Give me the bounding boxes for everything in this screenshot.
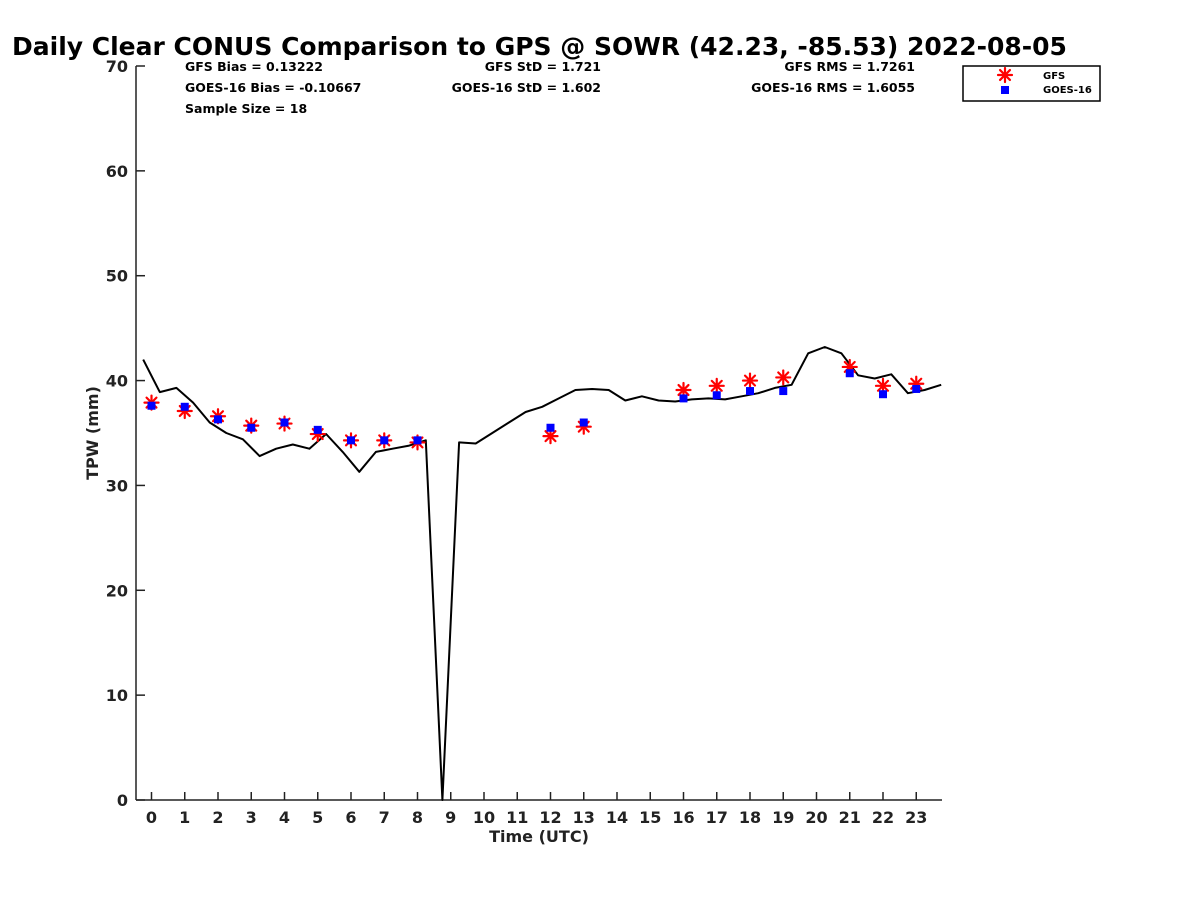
goes-point <box>247 423 256 432</box>
y-tick-label: 40 <box>106 372 128 391</box>
goes-point <box>546 423 555 432</box>
gfs-point <box>775 369 792 386</box>
x-tick-label: 5 <box>312 808 323 827</box>
legend-box <box>962 65 1101 102</box>
legend-goes-marker <box>1001 86 1009 94</box>
goes-point <box>579 418 588 427</box>
gfs-point <box>708 377 725 394</box>
gfs-point <box>874 377 892 394</box>
goes-point <box>280 418 289 427</box>
chart-title: Daily Clear CONUS Comparison to GPS @ SO… <box>12 32 1067 61</box>
gfs-std-label: GFS StD = 1.721 <box>485 59 601 74</box>
x-tick-label: 4 <box>279 808 290 827</box>
x-tick-label: 11 <box>506 808 528 827</box>
legend: GFS GOES-16 <box>962 65 1101 102</box>
goes-point <box>879 390 887 399</box>
y-tick-label: 20 <box>106 581 128 600</box>
x-tick-label: 3 <box>246 808 257 827</box>
x-tick-label: 6 <box>345 808 356 827</box>
y-tick-label: 30 <box>106 476 128 495</box>
x-tick-label: 12 <box>539 808 561 827</box>
x-tick-label: 22 <box>872 808 894 827</box>
x-tick-label: 21 <box>839 808 861 827</box>
x-tick-label: 16 <box>672 808 694 827</box>
goes-point <box>147 401 156 410</box>
legend-gfs-star <box>996 66 1014 84</box>
y-tick-label: 70 <box>106 57 128 76</box>
legend-gfs-label: GFS <box>1043 71 1065 82</box>
goes-bias-label: GOES-16 Bias = -0.10667 <box>185 80 361 95</box>
gps-series <box>142 346 942 801</box>
goes-point <box>912 384 921 393</box>
x-tick-label: 0 <box>146 808 157 827</box>
x-tick-label: 17 <box>706 808 728 827</box>
goes-point <box>214 415 222 424</box>
goes-point <box>746 387 754 396</box>
goes-point <box>413 436 422 445</box>
stats-annotations: GFS Bias = 0.13222 GOES-16 Bias = -0.106… <box>185 59 915 116</box>
goes-point <box>779 387 788 396</box>
x-tick-label: 8 <box>412 808 423 827</box>
goes-point <box>180 402 189 411</box>
y-tick-label: 0 <box>117 791 128 810</box>
y-tick-label: 60 <box>106 162 128 181</box>
x-tick-label: 19 <box>772 808 794 827</box>
goes-point <box>845 369 854 378</box>
goes-point <box>347 436 355 445</box>
sample-size-label: Sample Size = 18 <box>185 101 307 116</box>
goes-rms-label: GOES-16 RMS = 1.6055 <box>751 80 915 95</box>
y-tick-label: 10 <box>106 686 128 705</box>
y-axis-label: TPW (mm) <box>83 386 102 480</box>
x-tick-label: 10 <box>473 808 495 827</box>
goes-point <box>380 436 389 445</box>
x-tick-label: 13 <box>573 808 595 827</box>
x-tick-label: 1 <box>179 808 190 827</box>
x-axis-label: Time (UTC) <box>489 827 589 846</box>
gps-line <box>142 346 942 801</box>
goes-point <box>313 425 322 434</box>
x-tick-label: 18 <box>739 808 761 827</box>
goes-point <box>712 391 721 400</box>
gfs-point <box>741 372 759 389</box>
legend-gfs-marker <box>996 66 1014 84</box>
x-tick-label: 7 <box>379 808 390 827</box>
x-tick-label: 20 <box>805 808 827 827</box>
gfs-rms-label: GFS RMS = 1.7261 <box>784 59 915 74</box>
goes-std-label: GOES-16 StD = 1.602 <box>452 80 601 95</box>
x-tick-label: 15 <box>639 808 661 827</box>
y-tick-label: 50 <box>106 267 128 286</box>
goes-point <box>679 394 688 403</box>
x-tick-label: 14 <box>606 808 628 827</box>
x-tick-label: 23 <box>905 808 927 827</box>
goes-series <box>147 369 921 445</box>
x-tick-label: 2 <box>212 808 223 827</box>
legend-goes-label: GOES-16 <box>1043 85 1092 96</box>
gfs-bias-label: GFS Bias = 0.13222 <box>185 59 323 74</box>
gfs-series <box>143 358 925 451</box>
x-tick-label: 9 <box>445 808 456 827</box>
